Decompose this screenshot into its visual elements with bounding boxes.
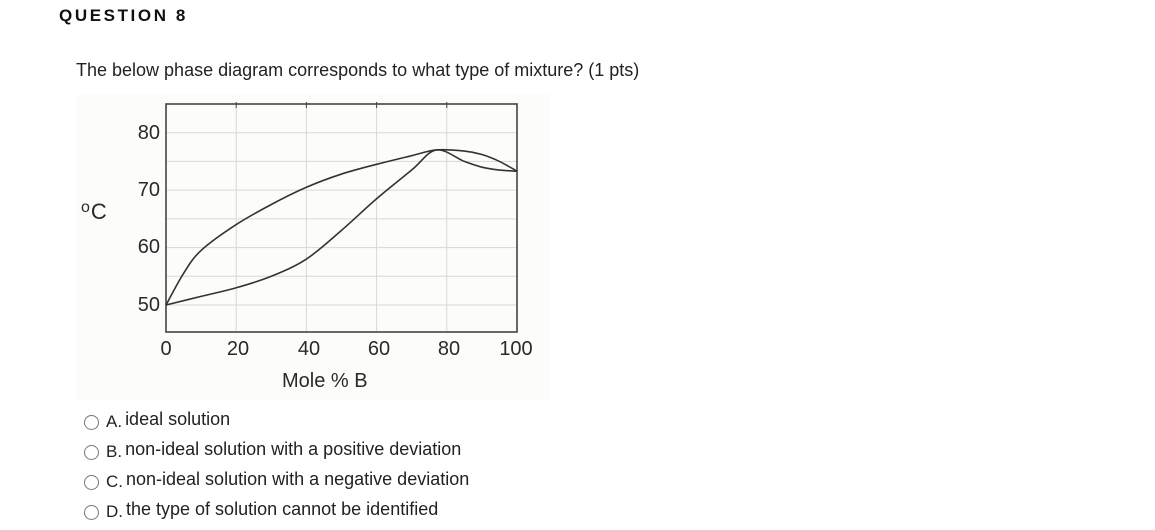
liquid-curve bbox=[165, 149, 518, 306]
radio-button-icon[interactable] bbox=[84, 474, 99, 490]
phase-diagram-figure: oC 80 70 60 50 0 20 40 60 80 100 Mole % … bbox=[76, 94, 550, 400]
x-tick-80: 80 bbox=[437, 338, 461, 360]
option-letter: B. bbox=[106, 442, 123, 461]
x-tick-100: 100 bbox=[499, 338, 533, 360]
plot-frame bbox=[165, 103, 518, 333]
x-tick-60: 60 bbox=[367, 338, 391, 360]
question-prompt: The below phase diagram corresponds to w… bbox=[76, 60, 640, 80]
y-tick-60: 60 bbox=[137, 236, 160, 258]
y-tick-80: 80 bbox=[137, 122, 160, 144]
phase-diagram-plot bbox=[165, 102, 518, 333]
x-tick-0: 0 bbox=[160, 338, 172, 360]
option-letter: C. bbox=[106, 472, 123, 491]
answer-options: A. ideal solution B. non-ideal solution … bbox=[84, 404, 469, 524]
x-tick-20: 20 bbox=[226, 338, 250, 360]
option-letter: A. bbox=[106, 412, 123, 431]
option-text: ideal solution bbox=[125, 408, 231, 429]
y-tick-50: 50 bbox=[137, 294, 160, 316]
option-b[interactable]: B. non-ideal solution with a positive de… bbox=[84, 434, 469, 464]
x-axis-label: Mole % B bbox=[282, 370, 368, 392]
radio-button-icon[interactable] bbox=[84, 414, 99, 430]
radio-button-icon[interactable] bbox=[84, 444, 99, 460]
x-tick-40: 40 bbox=[297, 338, 321, 360]
y-tick-70: 70 bbox=[137, 179, 160, 201]
radio-button-icon[interactable] bbox=[84, 504, 99, 520]
option-text: non-ideal solution with a negative devia… bbox=[126, 468, 470, 489]
vapor-curve bbox=[165, 148, 518, 306]
y-axis-label: oC bbox=[81, 199, 107, 225]
option-c[interactable]: C. non-ideal solution with a negative de… bbox=[84, 464, 469, 494]
option-d[interactable]: D. the type of solution cannot be identi… bbox=[84, 494, 469, 524]
option-a[interactable]: A. ideal solution bbox=[84, 404, 469, 434]
option-text: non-ideal solution with a positive devia… bbox=[125, 438, 462, 459]
y-axis-unit: C bbox=[90, 199, 107, 224]
question-header: QUESTION 8 bbox=[59, 6, 188, 25]
degree-symbol: o bbox=[81, 199, 90, 216]
option-letter: D. bbox=[106, 502, 123, 521]
option-text: the type of solution cannot be identifie… bbox=[126, 498, 439, 519]
